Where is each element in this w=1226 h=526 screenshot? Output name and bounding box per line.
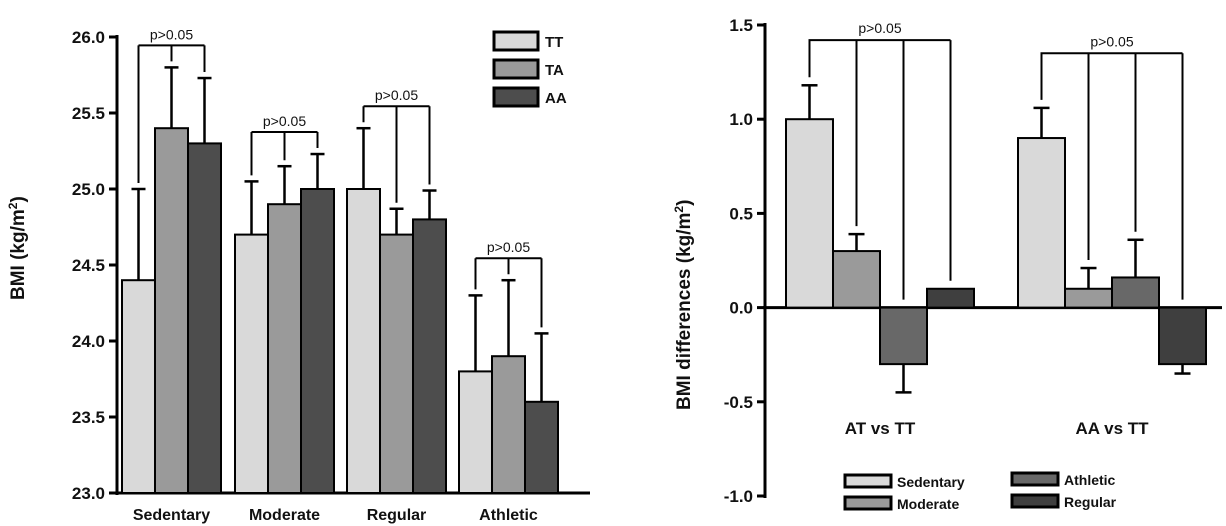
chart1-y-tick-label: 25.5 (72, 104, 105, 123)
legend-swatch-tt (492, 30, 540, 52)
legend-swatch-athletic (1010, 471, 1060, 487)
chart1-y-axis-label: BMI (kg/m2) (6, 196, 29, 300)
bar-regular-aa-vs-tt (1158, 306, 1207, 366)
legend-label-tt: TT (545, 34, 563, 51)
legend-swatch-ta (492, 58, 540, 80)
bar-ta-moderate (267, 203, 302, 494)
significance-bracket (474, 257, 543, 328)
chart2-y-axis-label: BMI differences (kg/m2) (672, 200, 695, 410)
bar-aa-sedentary (187, 142, 222, 494)
significance-bracket (137, 44, 206, 183)
bar-regular-at-vs-tt (926, 287, 975, 309)
bmi-genotype-chart: BMI (kg/m2) TT TA AA 23.0 23.5 24.0 24.5 25.… (6, 26, 590, 524)
bar-athletic-at-vs-tt (879, 306, 928, 366)
chart1-y-tick-label: 24.5 (72, 256, 105, 275)
chart2-y-tick-label: -0.5 (724, 393, 753, 412)
chart1-y-tick-label: 23.0 (72, 484, 105, 503)
bar-moderate-aa-vs-tt (1064, 287, 1113, 309)
x-category-moderate: Moderate (249, 507, 320, 524)
bar-aa-moderate (300, 188, 335, 494)
chart1-y-tick-label: 24.0 (72, 332, 105, 351)
significance-label: p>0.05 (1090, 33, 1133, 49)
significance-label: p>0.05 (263, 113, 306, 129)
legend-label-aa: AA (545, 90, 567, 107)
chart1-y-tick-label: 26.0 (72, 28, 105, 47)
chart2-y-tick-label: 0.0 (729, 299, 753, 318)
legend-label-sedentary: Sedentary (897, 474, 965, 490)
x-category-sedentary: Sedentary (133, 507, 210, 524)
bar-athletic-aa-vs-tt (1111, 276, 1160, 309)
chart1-y-tick-label: 23.5 (72, 408, 105, 427)
bar-ta-sedentary (154, 127, 189, 494)
bar-tt-sedentary (121, 279, 156, 495)
significance-bracket (808, 39, 952, 300)
bar-ta-athletic (491, 355, 526, 495)
x-category-athletic: Athletic (479, 507, 538, 524)
bar-ta-regular (379, 233, 414, 494)
legend-label-ta: TA (545, 62, 564, 79)
bmi-differences-chart: BMI differences (kg/m2) Sedentary Modera… (672, 16, 1222, 512)
chart2-y-tick-label: 0.5 (729, 204, 753, 223)
x-group-label: AA vs TT (1075, 419, 1149, 438)
chart2-legend: Sedentary Moderate Athletic Regular (843, 471, 1117, 512)
legend-swatch-regular (1010, 493, 1060, 509)
legend-label-athletic: Athletic (1064, 472, 1116, 488)
significance-bracket (250, 131, 319, 176)
chart2-y-tick-label: -1.0 (724, 487, 753, 506)
bar-tt-moderate (234, 233, 269, 494)
legend-label-moderate: Moderate (897, 496, 959, 512)
significance-label: p>0.05 (487, 239, 530, 255)
significance-label: p>0.05 (150, 26, 193, 42)
bar-aa-regular (412, 218, 447, 494)
bar-aa-athletic (524, 400, 559, 494)
bar-moderate-at-vs-tt (832, 250, 881, 309)
significance-label: p>0.05 (375, 87, 418, 103)
legend-label-regular: Regular (1064, 494, 1117, 510)
legend-swatch-sedentary (843, 473, 893, 489)
significance-label: p>0.05 (858, 20, 901, 36)
legend-swatch-moderate (843, 495, 893, 511)
bar-tt-athletic (458, 370, 493, 494)
x-group-label: AT vs TT (845, 419, 916, 438)
legend-swatch-aa (492, 86, 540, 108)
chart2-y-tick-label: 1.0 (729, 110, 753, 129)
bar-sedentary-aa-vs-tt (1017, 137, 1066, 309)
significance-bracket (362, 105, 431, 203)
bar-sedentary-at-vs-tt (785, 118, 834, 309)
significance-bracket (1040, 52, 1184, 300)
chart2-y-tick-label: 1.5 (729, 16, 753, 35)
chart1-y-tick-label: 25.0 (72, 180, 105, 199)
x-category-regular: Regular (367, 507, 427, 524)
bar-tt-regular (346, 188, 381, 494)
chart1-legend: TT TA AA (492, 30, 567, 108)
